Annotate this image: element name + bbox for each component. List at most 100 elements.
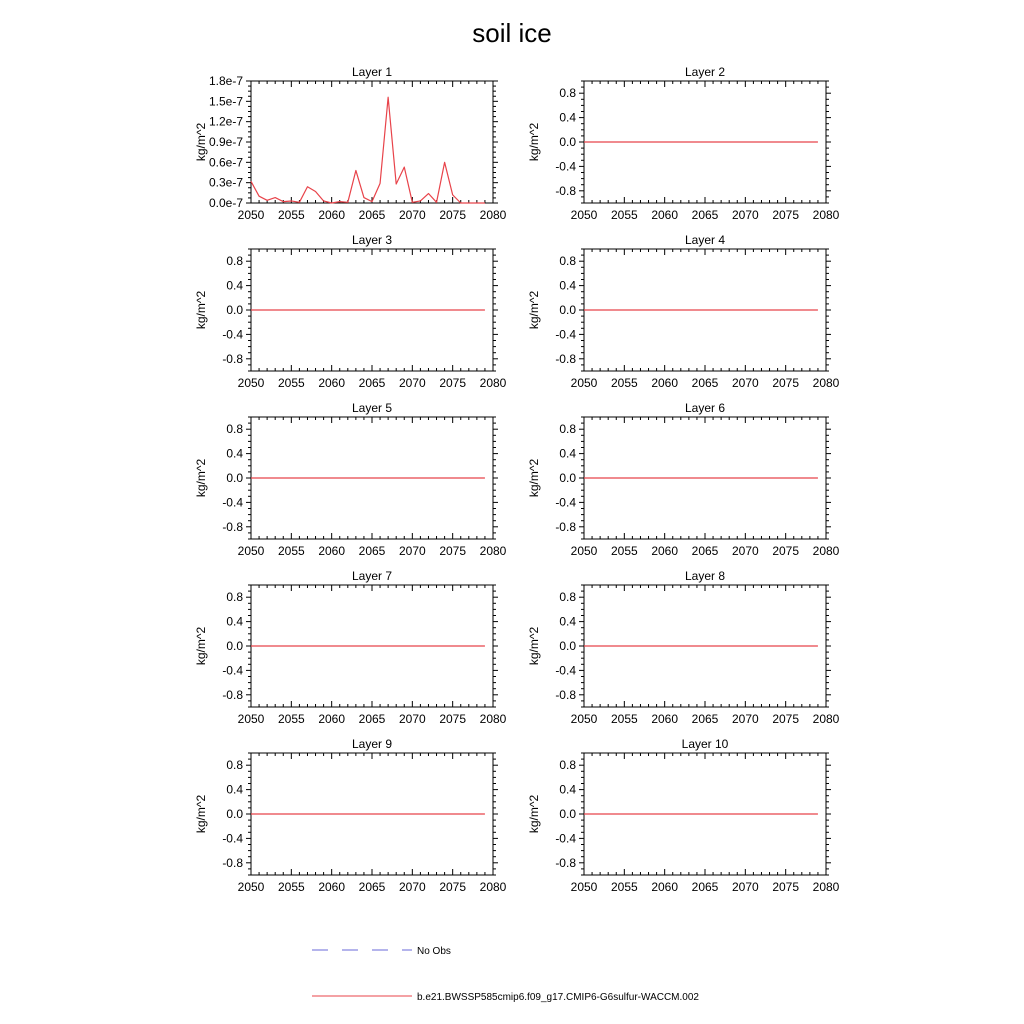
y-tick-label: 0.8 [559,590,576,604]
legend-label-no-obs: No Obs [417,946,451,957]
x-tick-label: 2065 [692,712,719,726]
x-tick-label: 2060 [318,712,345,726]
x-tick-label: 2050 [571,544,598,558]
y-axis-label: kg/m^2 [527,291,541,330]
y-tick-label: 0.8 [226,758,243,772]
x-tick-label: 2075 [772,712,799,726]
x-tick-label: 2050 [238,712,265,726]
panel-layer-1: Layer 1 2050 2055 2060 2065 2070 2075 2080 1.8e-… [194,65,507,222]
y-tick-label: 1.5e-7 [209,94,243,108]
x-tick-label: 2075 [439,376,466,390]
y-axis-label: kg/m^2 [194,291,208,330]
y-tick-label: 0.0 [559,639,576,653]
x-tick-label: 2060 [651,880,678,894]
y-tick-label: 0.8 [559,254,576,268]
x-tick-label: 2060 [651,208,678,222]
x-tick-label: 2050 [571,880,598,894]
x-tick-label: 2055 [278,880,305,894]
y-tick-label: 0.0 [559,135,576,149]
y-tick-label: 0.4 [226,615,243,629]
x-tick-label: 2050 [238,880,265,894]
x-tick-label: 2070 [399,712,426,726]
y-tick-label: 1.2e-7 [209,115,243,129]
y-tick-label: -0.4 [555,327,576,341]
x-tick-label: 2065 [359,208,386,222]
x-tick-label: 2070 [399,376,426,390]
panel-layer-6: Layer 6 2050 2055 2060 2065 2070 2075 2080 0.8 0.… [527,401,840,558]
y-tick-label: 0.0 [559,807,576,821]
y-tick-label: -0.4 [555,831,576,845]
x-tick-label: 2060 [318,880,345,894]
x-tick-label: 2050 [238,208,265,222]
y-tick-label: 0.0 [226,639,243,653]
panel-title: Layer 5 [352,401,392,415]
y-tick-label: 0.9e-7 [209,135,243,149]
y-axis-label: kg/m^2 [527,795,541,834]
y-axis-label: kg/m^2 [194,795,208,834]
x-tick-label: 2080 [813,208,840,222]
y-tick-label: 0.3e-7 [209,176,243,190]
panel-title: Layer 8 [685,569,725,583]
y-tick-label: 1.8e-7 [209,74,243,88]
x-tick-label: 2060 [651,544,678,558]
x-tick-label: 2080 [480,544,507,558]
y-tick-label: 0.0 [559,303,576,317]
panel-layer-9: Layer 9 2050 2055 2060 2065 2070 2075 2080 0.8 0.… [194,737,507,894]
panel-layer-10: Layer 10 2050 2055 2060 2065 2070 2075 2080 0.8 0… [527,737,840,894]
y-tick-label: 0.4 [226,279,243,293]
y-tick-label: 0.0 [226,303,243,317]
x-tick-label: 2070 [732,376,759,390]
x-tick-label: 2070 [732,712,759,726]
panel-title: Layer 9 [352,737,392,751]
panel-title: Layer 6 [685,401,725,415]
y-tick-label: 0.0e-7 [209,196,243,210]
panel-layer-5: Layer 5 2050 2055 2060 2065 2070 2075 2080 0.8 0.… [194,401,507,558]
y-tick-label: 0.4 [559,783,576,797]
panel-layer-4: Layer 4 2050 2055 2060 2065 2070 2075 2080 0.8 0.… [527,233,840,390]
panel-layer-3: Layer 3 2050 2055 2060 2065 2070 2075 2080 0.8 0.… [194,233,507,390]
y-tick-label: -0.8 [222,688,243,702]
x-tick-label: 2050 [571,376,598,390]
y-tick-label: 0.4 [559,111,576,125]
x-tick-label: 2070 [732,880,759,894]
panel-title: Layer 2 [685,65,725,79]
y-axis-label: kg/m^2 [527,459,541,498]
x-tick-label: 2055 [278,544,305,558]
x-tick-label: 2055 [611,208,638,222]
x-tick-label: 2060 [651,376,678,390]
x-tick-label: 2050 [238,544,265,558]
x-tick-label: 2080 [813,376,840,390]
y-tick-label: 0.4 [559,615,576,629]
x-tick-label: 2065 [359,544,386,558]
x-tick-label: 2055 [278,376,305,390]
x-tick-label: 2080 [480,712,507,726]
x-tick-label: 2065 [692,544,719,558]
y-tick-label: 0.0 [226,807,243,821]
x-tick-label: 2075 [439,712,466,726]
y-tick-label: 0.8 [559,422,576,436]
legend-label-model-run: b.e21.BWSSP585cmip6.f09_g17.CMIP6-G6sulf… [417,992,699,1003]
x-tick-label: 2065 [359,880,386,894]
x-tick-label: 2060 [318,208,345,222]
x-tick-label: 2050 [571,712,598,726]
y-tick-label: -0.8 [555,856,576,870]
panel-layer-2: Layer 2 2050 2055 2060 2065 2070 2075 2080 0.8 0.… [527,65,840,222]
x-tick-label: 2080 [480,880,507,894]
x-tick-label: 2075 [439,208,466,222]
y-tick-label: -0.4 [222,495,243,509]
x-tick-label: 2070 [399,880,426,894]
y-tick-label: 0.4 [226,447,243,461]
panel-layer-8: Layer 8 2050 2055 2060 2065 2070 2075 2080 0.8 0.… [527,569,840,726]
y-tick-label: 0.4 [559,447,576,461]
y-tick-label: -0.4 [222,327,243,341]
panel-title: Layer 1 [352,65,392,79]
y-tick-label: 0.8 [226,590,243,604]
y-tick-label: -0.8 [222,352,243,366]
y-tick-label: 0.4 [226,783,243,797]
y-tick-label: 0.0 [226,471,243,485]
x-tick-label: 2065 [692,376,719,390]
x-tick-label: 2070 [399,208,426,222]
x-tick-label: 2075 [772,880,799,894]
y-tick-label: -0.4 [555,663,576,677]
